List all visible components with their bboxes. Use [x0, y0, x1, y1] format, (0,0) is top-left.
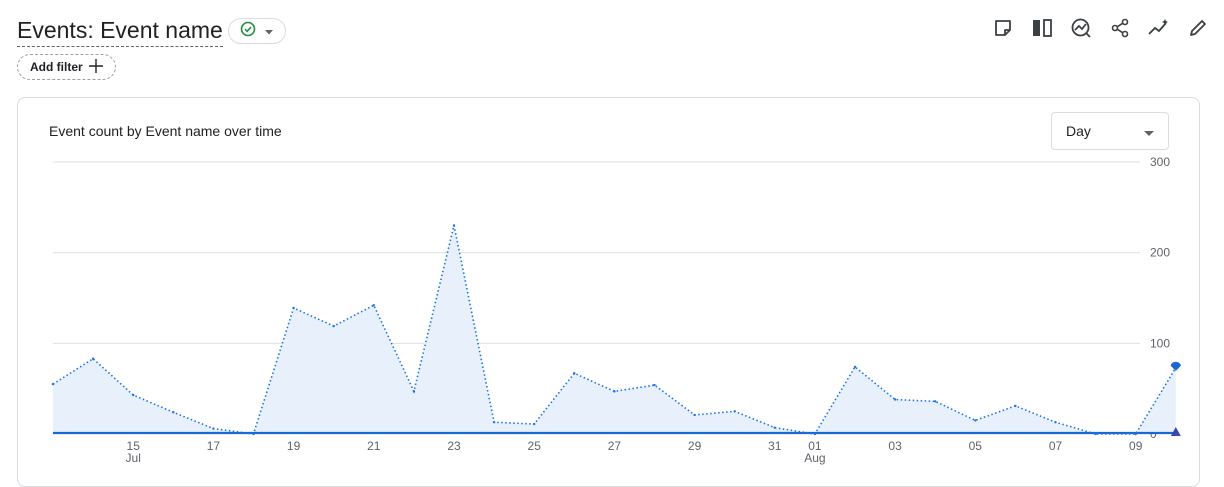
data-point: [1014, 404, 1017, 408]
data-point: [853, 365, 857, 369]
y-tick-label: 200: [1150, 246, 1170, 260]
trend-icon[interactable]: [1147, 16, 1171, 40]
data-point: [693, 413, 696, 417]
x-tick-label: 05: [969, 439, 983, 453]
x-tick-label: 27: [608, 439, 622, 453]
data-point: [332, 324, 335, 328]
plus-icon: [88, 58, 103, 76]
data-point: [1094, 432, 1097, 436]
data-point: [1054, 421, 1057, 424]
add-filter-label: Add filter: [30, 60, 83, 74]
x-tick-label: 15: [127, 439, 141, 453]
data-point: [893, 398, 897, 401]
data-point: [292, 306, 295, 310]
data-point: [51, 382, 55, 386]
line-chart: 010020030015Jul171921232527293101Aug0305…: [51, 155, 1181, 465]
x-tick-month-label: Jul: [126, 451, 141, 465]
add-filter-button[interactable]: Add filter: [17, 54, 116, 80]
x-tick-label: 19: [287, 439, 301, 453]
page-title[interactable]: Events: Event name: [17, 15, 223, 47]
dropdown-arrow-icon: [1144, 123, 1154, 139]
granularity-select[interactable]: Day: [1051, 112, 1169, 150]
x-tick-label: 23: [447, 439, 461, 453]
note-icon[interactable]: [991, 16, 1015, 40]
data-point: [773, 426, 776, 429]
x-tick-month-label: Aug: [804, 451, 825, 465]
dropdown-arrow-icon: [265, 22, 274, 40]
share-icon[interactable]: [1108, 16, 1132, 40]
last-point-marker: [1170, 361, 1181, 371]
data-point: [934, 400, 937, 403]
x-tick-label: 09: [1129, 439, 1143, 453]
x-tick-label: 21: [367, 439, 381, 453]
y-tick-label: 100: [1150, 336, 1170, 350]
x-tick-label: 03: [888, 439, 902, 453]
data-point: [412, 390, 416, 393]
title-row: Events: Event name: [17, 14, 286, 48]
data-point: [372, 304, 375, 307]
data-point: [452, 224, 456, 227]
data-point: [653, 383, 656, 387]
x-tick-label: 07: [1049, 439, 1063, 453]
baseline-end-marker: [1170, 427, 1181, 436]
area-fill: [53, 225, 1176, 434]
data-point: [1134, 432, 1137, 436]
data-point: [813, 432, 817, 436]
data-point: [613, 390, 616, 393]
chart-title: Event count by Event name over time: [49, 123, 282, 139]
data-point: [132, 393, 135, 397]
data-point: [573, 372, 576, 375]
insights-icon[interactable]: [1069, 16, 1093, 40]
x-tick-label: 31: [768, 439, 782, 453]
x-tick-label: 29: [688, 439, 702, 453]
edit-icon[interactable]: [1186, 16, 1210, 40]
granularity-value: Day: [1066, 123, 1091, 139]
x-tick-label: 01: [808, 439, 822, 453]
compare-icon[interactable]: [1030, 16, 1054, 40]
toolbar: [991, 16, 1210, 40]
y-tick-label: 300: [1150, 155, 1170, 169]
data-point: [974, 419, 977, 422]
data-point: [733, 410, 736, 413]
x-tick-label: 17: [207, 439, 221, 453]
data-point: [212, 427, 215, 430]
check-circle-icon: [240, 21, 256, 42]
data-point: [492, 421, 496, 424]
data-point: [533, 422, 536, 426]
series-line: [52, 225, 1177, 435]
data-point: [252, 432, 255, 436]
data-point: [172, 411, 175, 414]
data-point: [91, 357, 95, 360]
x-tick-label: 25: [528, 439, 542, 453]
status-chip[interactable]: [227, 18, 286, 44]
